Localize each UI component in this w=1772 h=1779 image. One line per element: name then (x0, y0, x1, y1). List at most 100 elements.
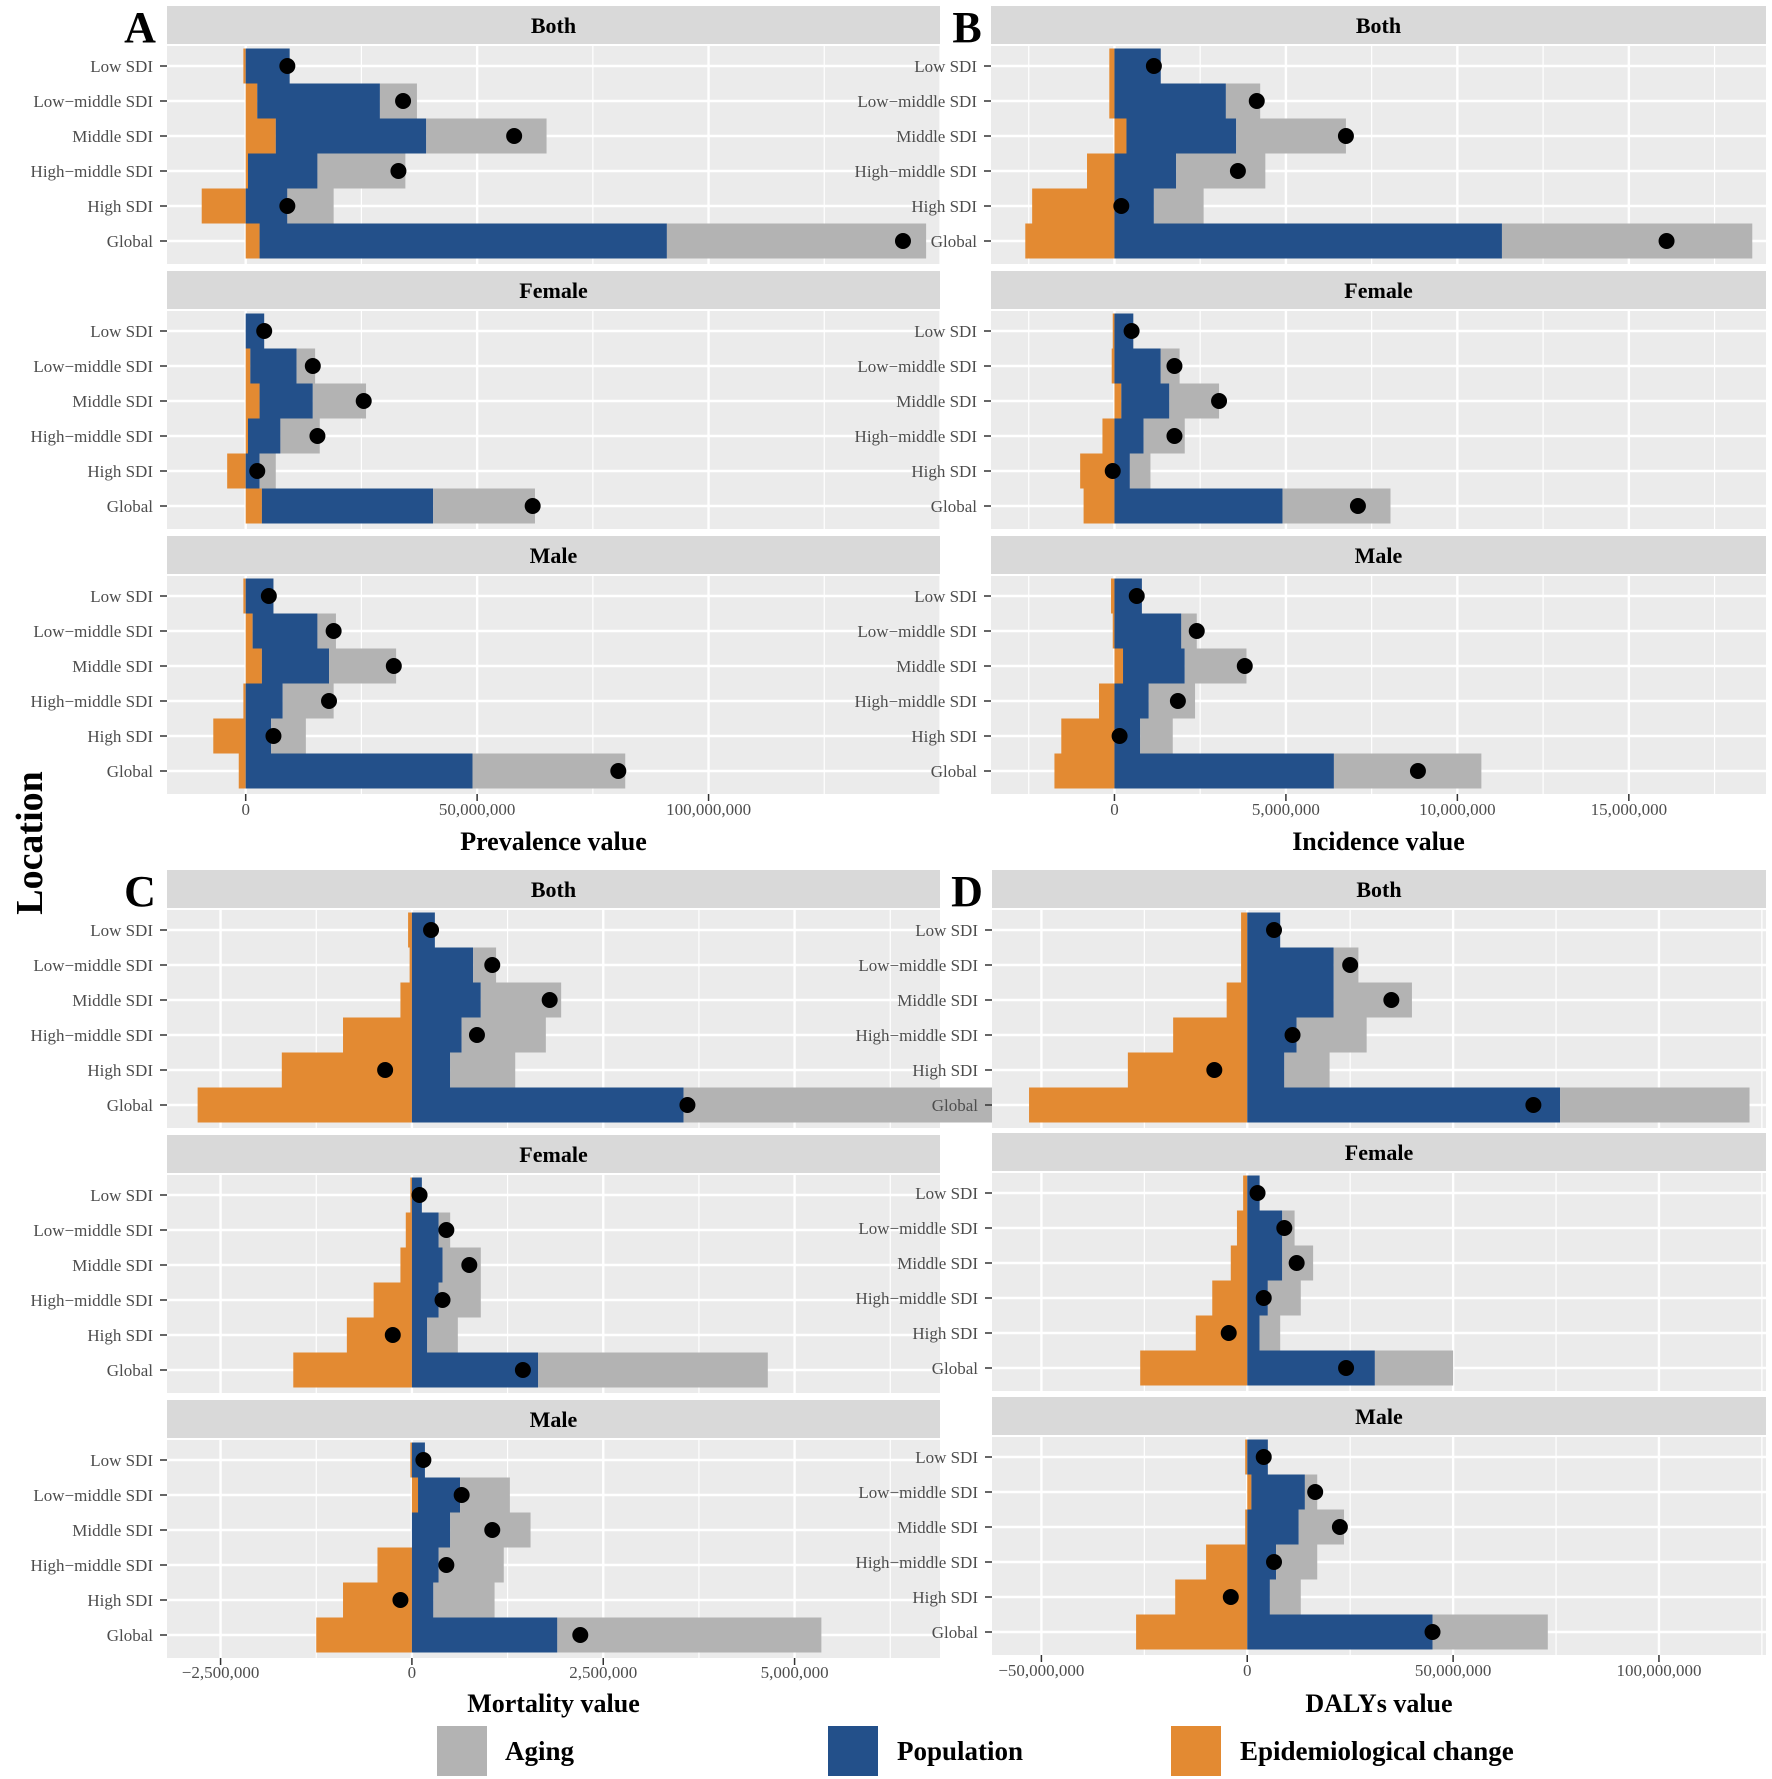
facet-strip (991, 536, 1766, 574)
bar-population (1247, 1509, 1299, 1545)
bar-epidemiological-change (1111, 578, 1115, 614)
net-change-point (385, 658, 402, 674)
panel-letter: D (951, 867, 983, 916)
bar-population (257, 83, 380, 119)
bar-aging (1129, 453, 1151, 489)
facet-strip (167, 536, 940, 574)
panel-letter: A (124, 3, 156, 52)
category-label: High−middle SDI (855, 162, 978, 181)
bar-population (1247, 1087, 1561, 1123)
net-change-point (679, 1097, 696, 1113)
category-label: Middle SDI (72, 991, 153, 1010)
facet-title: Male (530, 1407, 578, 1432)
category-label: High SDI (87, 1326, 153, 1345)
facet-both: Both Low SDI Low−middle SDI Middle SDI High−… (855, 6, 1766, 264)
facet-female: Female Low SDI Low−middle SDI Middle SDI Hig… (31, 271, 941, 529)
bar-epidemiological-change (1243, 1175, 1248, 1211)
bar-population (245, 753, 473, 789)
bar-epidemiological-change (243, 683, 246, 719)
legend-swatch (1171, 1726, 1221, 1776)
bar-epidemiological-change (1102, 418, 1115, 454)
x-tick-label: 5,000,000 (1252, 800, 1320, 819)
category-label: Low−middle SDI (857, 92, 977, 111)
bar-population (411, 1317, 428, 1353)
bar-epidemiological-change (243, 48, 246, 84)
bar-epidemiological-change (245, 223, 260, 259)
facet-strip (991, 6, 1766, 44)
facet-title: Both (531, 877, 576, 902)
net-change-point (321, 693, 338, 709)
net-change-point (395, 93, 412, 109)
bar-epidemiological-change (245, 153, 249, 189)
category-label: Global (107, 1096, 154, 1115)
bar-population (411, 947, 474, 983)
x-axis-title: DALYs value (1305, 1689, 1452, 1718)
bar-epidemiological-change (1029, 1087, 1248, 1123)
bar-epidemiological-change (1140, 1350, 1248, 1386)
bar-population (1247, 1350, 1375, 1386)
bar-epidemiological-change (245, 118, 276, 154)
bar-population (1114, 488, 1283, 524)
bar-epidemiological-change (245, 488, 262, 524)
category-label: Global (932, 1359, 979, 1378)
bar-epidemiological-change (405, 1212, 412, 1248)
bar-population (411, 1282, 439, 1318)
facet-title: Male (1355, 1404, 1403, 1429)
net-change-point (249, 463, 266, 479)
legend-label: Population (897, 1736, 1023, 1766)
category-label: High−middle SDI (31, 692, 154, 711)
bar-aging (433, 488, 535, 524)
category-label: High−middle SDI (856, 1026, 979, 1045)
facet-strip (167, 1135, 940, 1173)
bar-epidemiological-change (227, 453, 246, 489)
category-label: Middle SDI (897, 1518, 978, 1537)
category-label: High−middle SDI (31, 1026, 154, 1045)
bar-epidemiological-change (1032, 188, 1115, 224)
bar-aging (1296, 1017, 1367, 1053)
net-change-point (1288, 1255, 1305, 1271)
x-tick-label: −2,500,000 (182, 1663, 260, 1682)
bar-aging (1374, 1350, 1454, 1386)
x-tick-label: 0 (1110, 800, 1119, 819)
facet-strip (167, 870, 940, 908)
bar-epidemiological-change (408, 912, 412, 948)
x-tick-label: 15,000,000 (1591, 800, 1668, 819)
facet-title: Female (519, 278, 588, 303)
net-change-point (1331, 1519, 1348, 1535)
category-label: Low−middle SDI (33, 92, 153, 111)
legend-swatch (828, 1726, 878, 1776)
legend-item-population: Population (828, 1726, 1023, 1776)
bar-population (250, 348, 297, 384)
net-change-point (1409, 763, 1426, 779)
category-label: Global (931, 762, 978, 781)
bar-epidemiological-change (373, 1282, 412, 1318)
category-label: Global (107, 1361, 154, 1380)
bar-population (1114, 223, 1502, 259)
net-change-point (1255, 1449, 1272, 1465)
category-label: Global (932, 1623, 979, 1642)
bar-epidemiological-change (1114, 118, 1127, 154)
bar-epidemiological-change (1112, 313, 1115, 349)
bar-population (411, 1512, 451, 1548)
net-change-point (1229, 163, 1246, 179)
net-change-point (453, 1487, 470, 1503)
bar-population (411, 1582, 434, 1618)
net-change-point (1337, 128, 1354, 144)
bar-epidemiological-change (1109, 48, 1115, 84)
facet-strip (992, 870, 1766, 908)
bar-aging (1140, 718, 1173, 754)
x-tick-label: 0 (1243, 1661, 1252, 1680)
facet-female: Female Low SDI Low−middle SDI Middle SDI Hig… (855, 271, 1766, 529)
bar-epidemiological-change (213, 718, 246, 754)
bar-population (411, 1052, 451, 1088)
bar-epidemiological-change (197, 1087, 412, 1123)
bar-epidemiological-change (1245, 1509, 1248, 1545)
bar-aging (1333, 753, 1482, 789)
bar-population (259, 383, 313, 419)
net-change-point (514, 1362, 531, 1378)
facet-female: Female Low SDI Low−middle SDI Middle SDI Hig… (31, 1135, 940, 1393)
net-change-point (541, 992, 558, 1008)
net-change-point (309, 428, 326, 444)
facet-title: Female (1345, 1140, 1414, 1165)
bar-epidemiological-change (1245, 1439, 1248, 1475)
